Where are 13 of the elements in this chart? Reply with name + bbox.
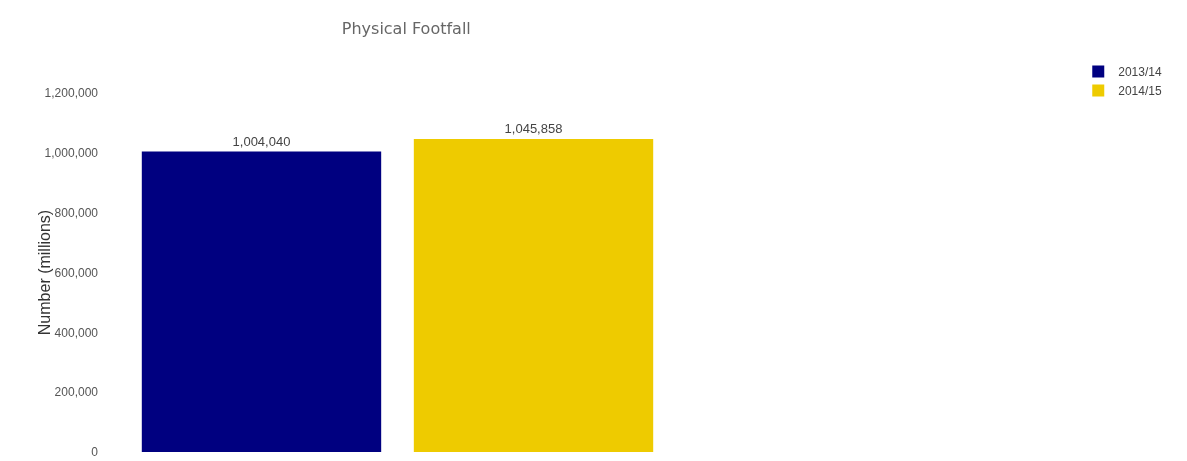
y-tick-label: 1,000,000 — [44, 146, 99, 161]
y-tick-label: 600,000 — [54, 265, 99, 280]
chart-title: Physical Footfall — [341, 19, 471, 39]
legend-label: 2014/15 — [1118, 84, 1162, 99]
y-tick-label: 400,000 — [54, 325, 99, 340]
data-label: 1,004,040 — [232, 133, 291, 149]
y-tick-label: 0 — [91, 445, 99, 460]
y-tick-label: 800,000 — [54, 205, 99, 220]
data-label: 1,045,858 — [504, 121, 563, 137]
legend-label: 2013/14 — [1118, 65, 1162, 80]
y-tick-label: 200,000 — [54, 385, 99, 400]
y-axis-title: Number (millions) — [35, 209, 53, 336]
y-tick-label: 1,200,000 — [44, 86, 99, 101]
